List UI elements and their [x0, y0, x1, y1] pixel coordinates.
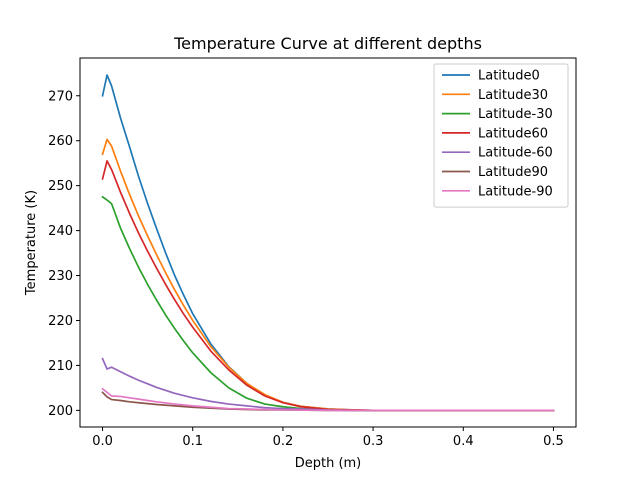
- y-tick-label: 210: [48, 359, 73, 374]
- legend-label-1: Latitude30: [478, 88, 548, 103]
- series-line-6: [101, 387, 555, 412]
- chart-title: Temperature Curve at different depths: [173, 34, 482, 53]
- y-tick-label: 260: [48, 134, 73, 149]
- y-tick-label: 270: [48, 89, 73, 104]
- series-layer: [101, 74, 555, 412]
- legend-label-0: Latitude0: [478, 69, 540, 84]
- legend-label-6: Latitude-90: [478, 184, 553, 199]
- y-axis-ticks: 200 210 220 230 240 250 260 270: [48, 89, 80, 419]
- legend-label-2: Latitude-30: [478, 107, 553, 122]
- plot-area-frame: [79, 57, 577, 428]
- x-tick-label: 0.1: [182, 434, 203, 449]
- x-tick-label: 0.0: [92, 434, 113, 449]
- x-tick-label: 0.5: [543, 434, 564, 449]
- y-tick-label: 200: [48, 404, 73, 419]
- y-tick-label: 220: [48, 314, 73, 329]
- x-tick-label: 0.2: [273, 434, 294, 449]
- series-line-5: [101, 391, 555, 412]
- legend-label-3: Latitude60: [478, 126, 548, 141]
- y-tick-label: 240: [48, 224, 73, 239]
- legend: Latitude0 Latitude30 Latitude-30 Latitude60…: [433, 63, 569, 208]
- x-axis-label: Depth (m): [295, 456, 362, 471]
- series-line-2: [101, 195, 555, 412]
- y-tick-label: 230: [48, 269, 73, 284]
- legend-label-4: Latitude-60: [478, 146, 553, 161]
- y-axis-label: Temperature (K): [24, 190, 39, 296]
- x-axis-ticks: 0.0 0.1 0.2 0.3 0.4 0.5: [92, 427, 564, 449]
- x-tick-label: 0.3: [363, 434, 384, 449]
- y-tick-label: 250: [48, 179, 73, 194]
- legend-label-5: Latitude90: [478, 165, 548, 180]
- series-line-4: [101, 357, 555, 412]
- x-tick-label: 0.4: [453, 434, 474, 449]
